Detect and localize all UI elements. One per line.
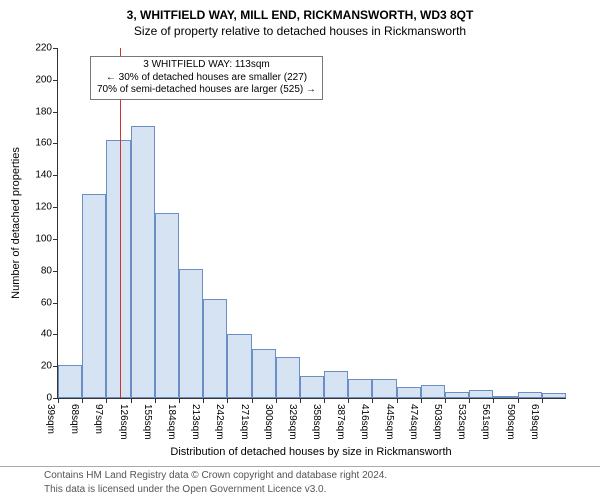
x-tick (445, 398, 446, 403)
x-tick-label: 300sqm (263, 404, 274, 440)
y-tick-label: 160 (35, 138, 58, 149)
histogram-bar (106, 140, 130, 398)
histogram-bar (518, 392, 542, 398)
x-tick (421, 398, 422, 403)
marker-line (120, 48, 122, 398)
histogram-bar (372, 379, 396, 398)
annotation-box: 3 WHITFIELD WAY: 113sqm ← 30% of detache… (90, 56, 323, 100)
x-tick-label: 358sqm (311, 404, 322, 440)
x-tick (518, 398, 519, 403)
x-tick (276, 398, 277, 403)
x-tick (131, 398, 132, 403)
histogram-bar (252, 349, 276, 398)
x-tick-label: 590sqm (505, 404, 516, 440)
plot-area: 02040608010012014016018020022039sqm68sqm… (57, 48, 566, 399)
x-tick-label: 126sqm (118, 404, 129, 440)
x-tick (397, 398, 398, 403)
y-tick-label: 60 (41, 297, 58, 308)
y-tick-label: 120 (35, 202, 58, 213)
x-tick (469, 398, 470, 403)
histogram-bar (131, 126, 155, 398)
x-tick (324, 398, 325, 403)
annotation-line2: ← 30% of detached houses are smaller (22… (97, 72, 316, 85)
x-tick-label: 387sqm (335, 404, 346, 440)
x-tick (493, 398, 494, 403)
x-tick-label: 39sqm (45, 404, 56, 434)
x-tick (542, 398, 543, 403)
histogram-bar (445, 392, 469, 398)
x-tick-label: 271sqm (239, 404, 250, 440)
x-tick-label: 329sqm (287, 404, 298, 440)
x-tick-label: 213sqm (190, 404, 201, 440)
y-tick-label: 200 (35, 74, 58, 85)
footer-line2: This data is licensed under the Open Gov… (44, 484, 326, 495)
histogram-bar (348, 379, 372, 398)
histogram-bar (300, 376, 324, 398)
histogram-bar (276, 357, 300, 398)
x-tick (203, 398, 204, 403)
y-tick-label: 180 (35, 106, 58, 117)
x-tick-label: 68sqm (69, 404, 80, 434)
x-tick (372, 398, 373, 403)
histogram-bar (397, 387, 421, 398)
chart-title-main: 3, WHITFIELD WAY, MILL END, RICKMANSWORT… (0, 0, 600, 22)
x-tick (348, 398, 349, 403)
x-tick (300, 398, 301, 403)
x-tick-label: 532sqm (456, 404, 467, 440)
y-tick-label: 100 (35, 233, 58, 244)
x-tick (252, 398, 253, 403)
x-tick-label: 503sqm (432, 404, 443, 440)
x-tick-label: 474sqm (408, 404, 419, 440)
histogram-bar (542, 393, 566, 398)
annotation-line1: 3 WHITFIELD WAY: 113sqm (97, 59, 316, 72)
histogram-bar (179, 269, 203, 398)
histogram-bar (469, 390, 493, 398)
x-axis-label: Distribution of detached houses by size … (170, 446, 451, 458)
x-tick (58, 398, 59, 403)
annotation-line3: 70% of semi-detached houses are larger (… (97, 84, 316, 97)
histogram-bar (58, 365, 82, 398)
y-tick-label: 0 (46, 393, 58, 404)
x-tick (155, 398, 156, 403)
x-tick-label: 97sqm (93, 404, 104, 434)
x-tick-label: 242sqm (214, 404, 225, 440)
y-tick-label: 220 (35, 43, 58, 54)
histogram-bar (493, 396, 517, 398)
histogram-bar (227, 334, 251, 398)
y-axis-label: Number of detached properties (10, 147, 22, 299)
x-tick-label: 184sqm (166, 404, 177, 440)
histogram-bar (82, 194, 106, 398)
y-tick-label: 80 (41, 265, 58, 276)
histogram-bar (155, 213, 179, 398)
y-tick-label: 140 (35, 170, 58, 181)
x-tick-label: 155sqm (142, 404, 153, 440)
x-tick-label: 445sqm (384, 404, 395, 440)
chart-title-sub: Size of property relative to detached ho… (0, 22, 600, 38)
chart-container: 3, WHITFIELD WAY, MILL END, RICKMANSWORT… (0, 0, 600, 500)
y-tick-label: 20 (41, 361, 58, 372)
footer-divider (0, 466, 600, 467)
x-tick (106, 398, 107, 403)
histogram-bar (324, 371, 348, 398)
y-tick-label: 40 (41, 329, 58, 340)
footer-line1: Contains HM Land Registry data © Crown c… (44, 470, 387, 481)
x-tick-label: 619sqm (529, 404, 540, 440)
x-tick-label: 561sqm (480, 404, 491, 440)
x-tick (179, 398, 180, 403)
histogram-bar (421, 385, 445, 398)
histogram-bar (203, 299, 227, 398)
x-tick-label: 416sqm (359, 404, 370, 440)
x-tick (82, 398, 83, 403)
x-tick (227, 398, 228, 403)
